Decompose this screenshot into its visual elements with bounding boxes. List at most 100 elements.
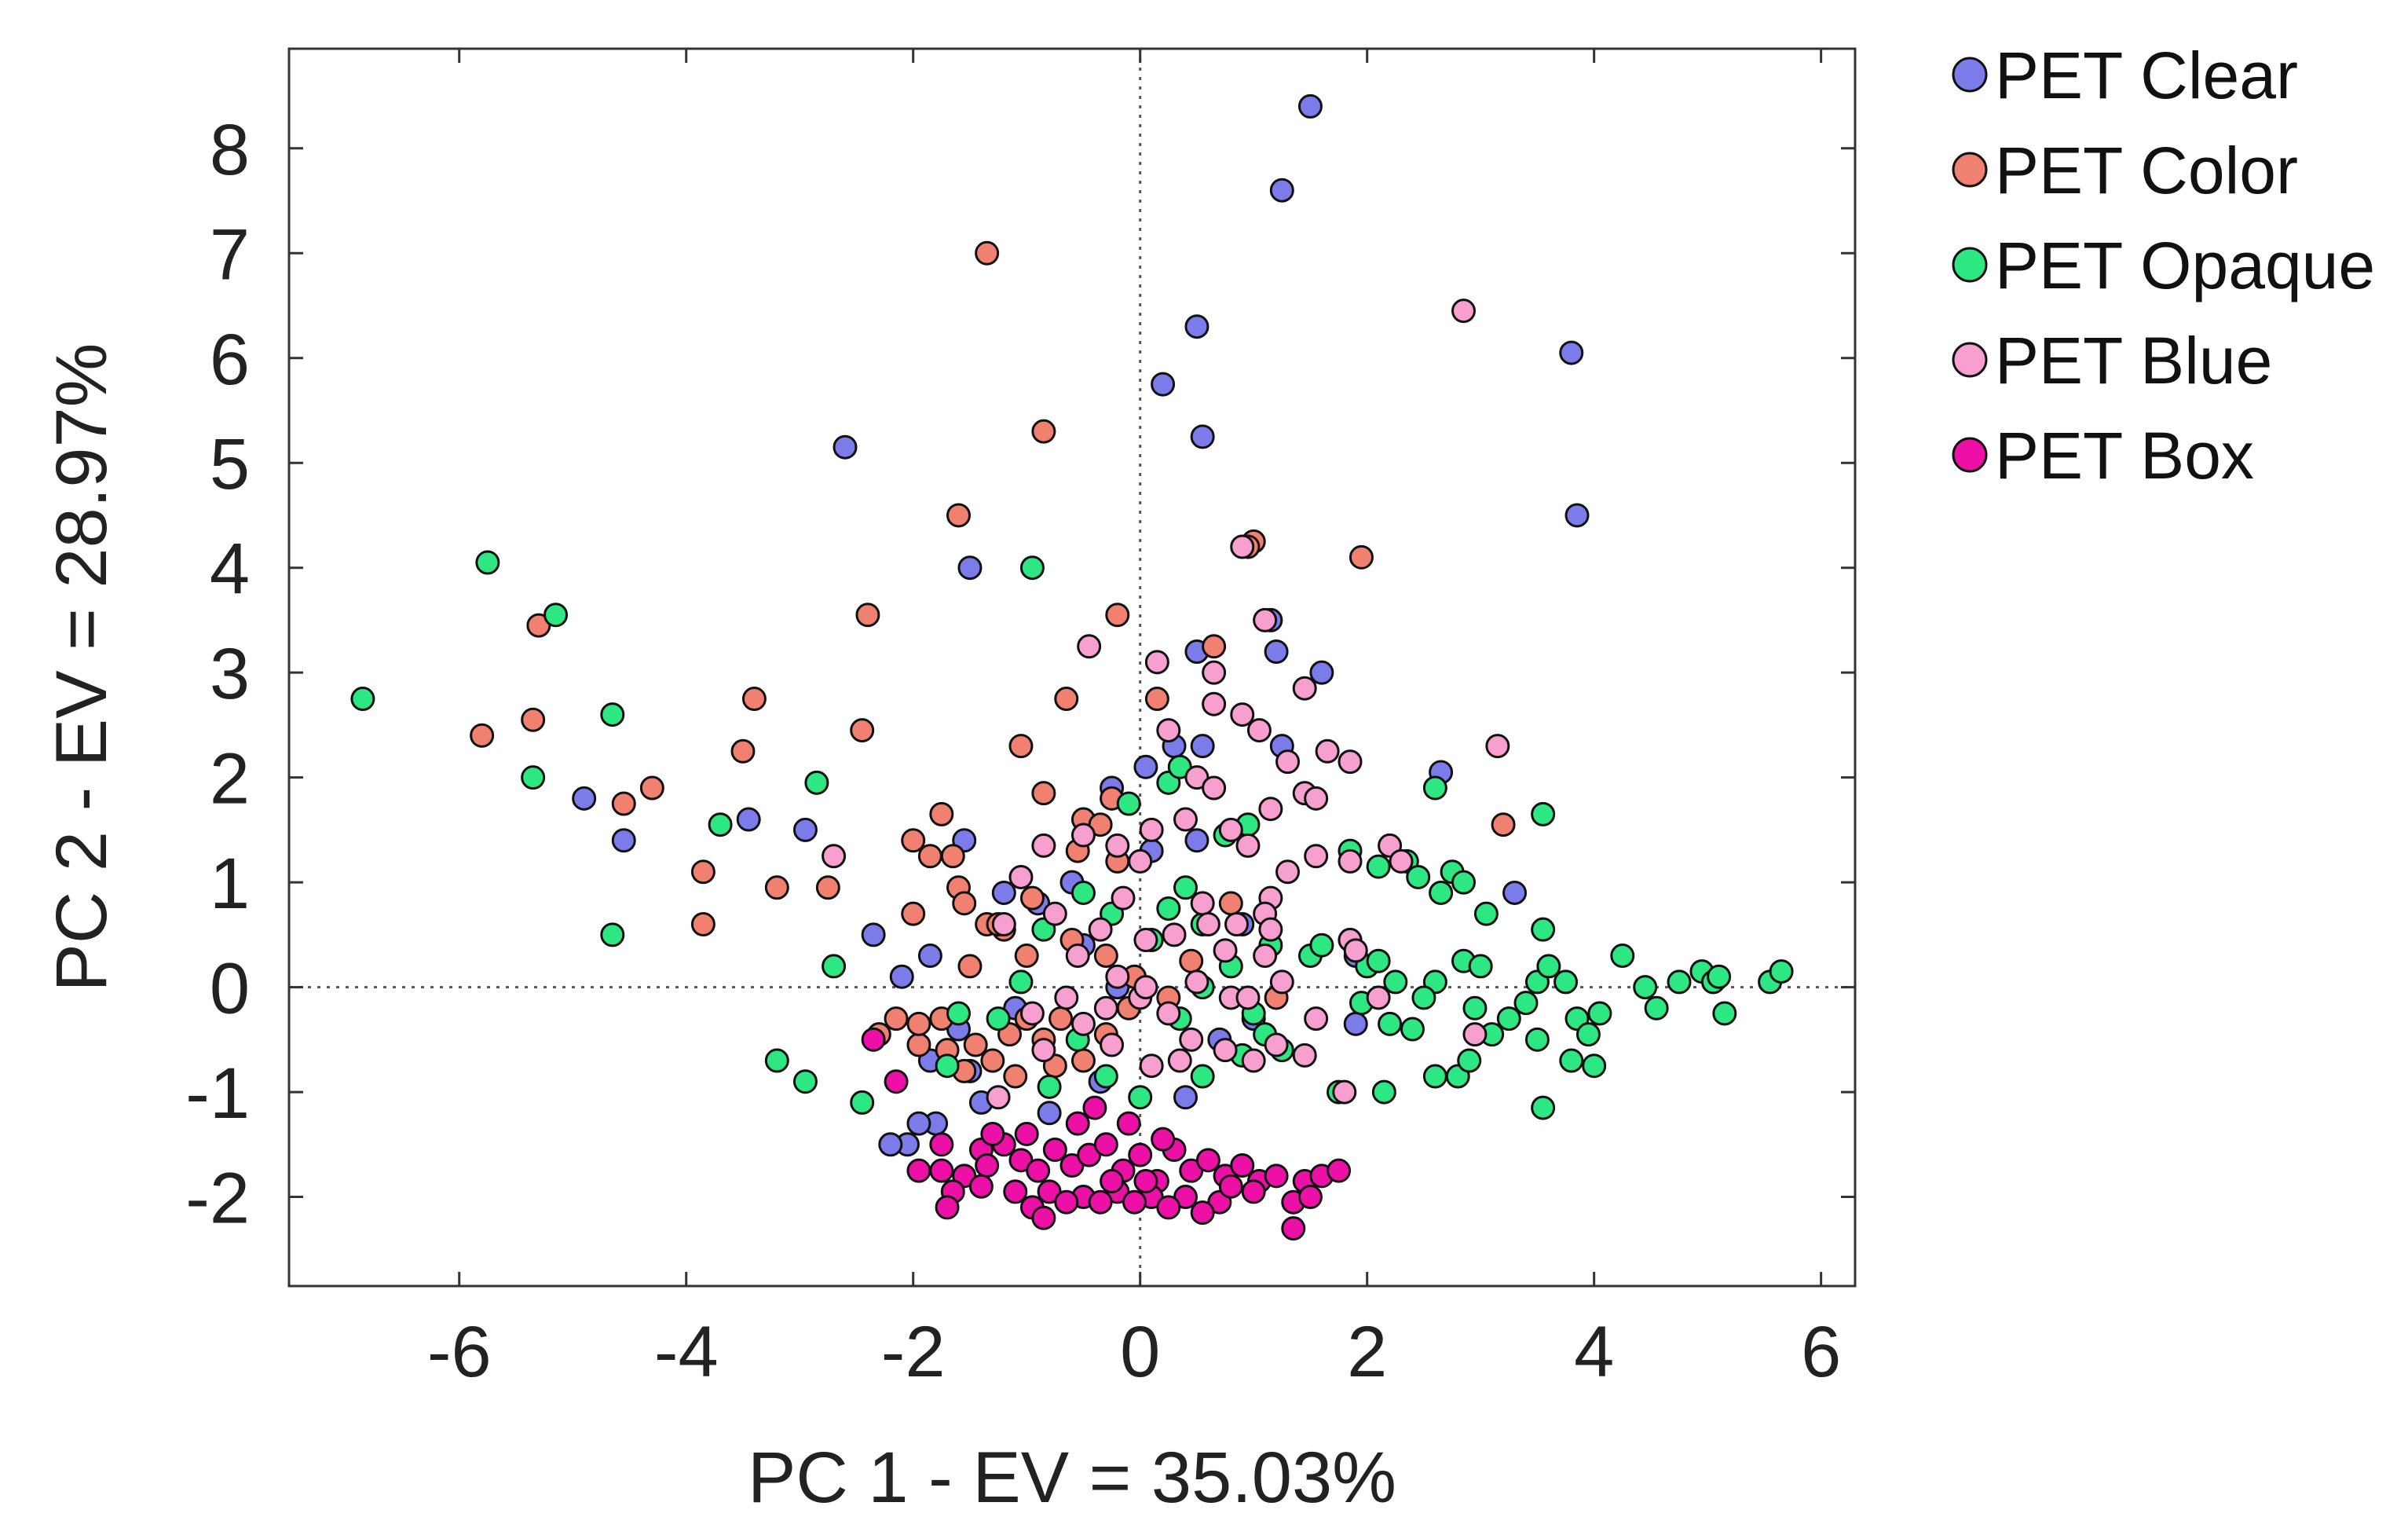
x-tick-label: 0 (1120, 1312, 1160, 1392)
point-pet-opaque (764, 1048, 789, 1073)
point-pet-clear (792, 817, 818, 842)
point-pet-blue (1111, 885, 1136, 911)
point-pet-clear (1343, 1011, 1368, 1036)
point-pet-clear (1173, 1085, 1198, 1110)
point-pet-opaque (1037, 1074, 1062, 1099)
x-tick-label: 4 (1574, 1312, 1614, 1392)
point-pet-blue (1230, 702, 1255, 727)
point-pet-opaque (1429, 880, 1454, 905)
x-axis-title: PC 1 - EV = 35.03% (748, 1438, 1396, 1518)
point-pet-box (1014, 1121, 1039, 1146)
point-pet-opaque (1536, 954, 1561, 979)
point-pet-box (968, 1174, 994, 1199)
point-pet-box (1031, 1205, 1056, 1230)
point-pet-blue (1264, 1032, 1289, 1057)
point-pet-color (1202, 634, 1227, 659)
point-pet-color (917, 844, 942, 869)
point-pet-blue (1304, 786, 1329, 811)
point-pet-blue (1031, 1038, 1056, 1063)
point-pet-opaque (600, 922, 625, 947)
point-pet-blue (1031, 833, 1056, 858)
point-pet-clear (1502, 880, 1528, 905)
point-pet-color (1349, 544, 1374, 570)
point-pet-opaque (1587, 1001, 1612, 1026)
point-pet-box (1195, 1148, 1220, 1173)
point-pet-clear (1559, 340, 1584, 365)
point-pet-opaque (543, 603, 569, 628)
point-pet-blue (1235, 833, 1261, 858)
point-pet-opaque (521, 765, 546, 790)
legend-label: PET Box (1995, 419, 2254, 493)
point-pet-clear (833, 434, 858, 460)
point-pet-blue (1258, 797, 1283, 822)
point-pet-clear (611, 828, 636, 853)
point-pet-clear (1190, 424, 1215, 449)
point-pet-color (1491, 812, 1516, 837)
point-pet-opaque (1093, 1064, 1118, 1089)
point-pet-opaque (1422, 775, 1447, 801)
y-tick-label: 0 (210, 949, 250, 1029)
legend-label: PET Blue (1995, 324, 2272, 398)
point-pet-blue (1093, 995, 1118, 1021)
point-pet-opaque (1496, 1006, 1521, 1031)
point-pet-blue (1275, 749, 1301, 775)
point-pet-box (935, 1195, 960, 1220)
data-points (350, 93, 1794, 1241)
point-pet-box (975, 1153, 1000, 1178)
point-pet-color (1048, 1006, 1074, 1031)
point-pet-blue (1253, 607, 1278, 632)
point-pet-color (901, 901, 926, 926)
point-pet-color (906, 1032, 931, 1057)
point-pet-blue (1144, 650, 1169, 675)
point-pet-opaque (600, 702, 625, 727)
point-pet-color (690, 912, 715, 937)
axis-ticks: -6 -4 -2 0 2 4 6 -2 -1 0 1 2 3 4 5 6 7 8 (185, 49, 1855, 1392)
point-pet-box (1230, 1153, 1255, 1178)
point-pet-blue (1451, 299, 1476, 324)
point-pet-blue (1230, 534, 1255, 559)
point-pet-opaque (1378, 1011, 1403, 1036)
point-pet-blue (1184, 969, 1209, 995)
point-pet-box (1088, 1189, 1113, 1215)
y-tick-label: 7 (210, 214, 250, 295)
point-pet-blue (1275, 859, 1301, 885)
point-pet-box (1327, 1158, 1352, 1183)
point-pet-color (1031, 781, 1056, 806)
point-pet-clear (736, 807, 761, 832)
point-pet-box (1042, 1137, 1067, 1162)
point-pet-blue (1070, 823, 1096, 848)
y-tick-label: -2 (185, 1159, 250, 1239)
point-pet-opaque (850, 1090, 875, 1115)
point-pet-opaque (1008, 969, 1034, 995)
point-pet-color (1105, 603, 1130, 628)
point-pet-opaque (1366, 854, 1391, 879)
point-pet-box (1026, 1158, 1051, 1183)
point-pet-blue (1304, 1006, 1329, 1031)
point-pet-opaque (1070, 880, 1096, 905)
legend-marker (1952, 342, 1988, 378)
point-pet-blue (1315, 738, 1340, 764)
point-pet-color (1008, 734, 1034, 759)
point-pet-blue (1139, 817, 1164, 842)
point-pet-opaque (1531, 801, 1556, 826)
point-pet-opaque (350, 687, 375, 712)
point-pet-box (1297, 1185, 1323, 1210)
point-pet-box (1156, 1195, 1181, 1220)
point-pet-opaque (1383, 969, 1408, 995)
y-tick-label: 2 (210, 739, 250, 819)
point-pet-color (906, 1011, 931, 1036)
point-pet-color (884, 1006, 909, 1031)
point-pet-blue (1008, 864, 1034, 889)
point-pet-color (901, 828, 926, 853)
point-pet-box (1128, 1142, 1153, 1167)
point-pet-color (1070, 1048, 1096, 1073)
point-pet-color (470, 723, 495, 748)
point-pet-opaque (1128, 1085, 1153, 1110)
point-pet-color (741, 687, 767, 712)
point-pet-blue (1253, 944, 1278, 969)
point-pet-opaque (1633, 975, 1658, 1000)
point-pet-color (952, 891, 977, 916)
point-pet-color (521, 707, 546, 732)
point-pet-box (1100, 1169, 1125, 1194)
point-pet-color (764, 875, 789, 900)
